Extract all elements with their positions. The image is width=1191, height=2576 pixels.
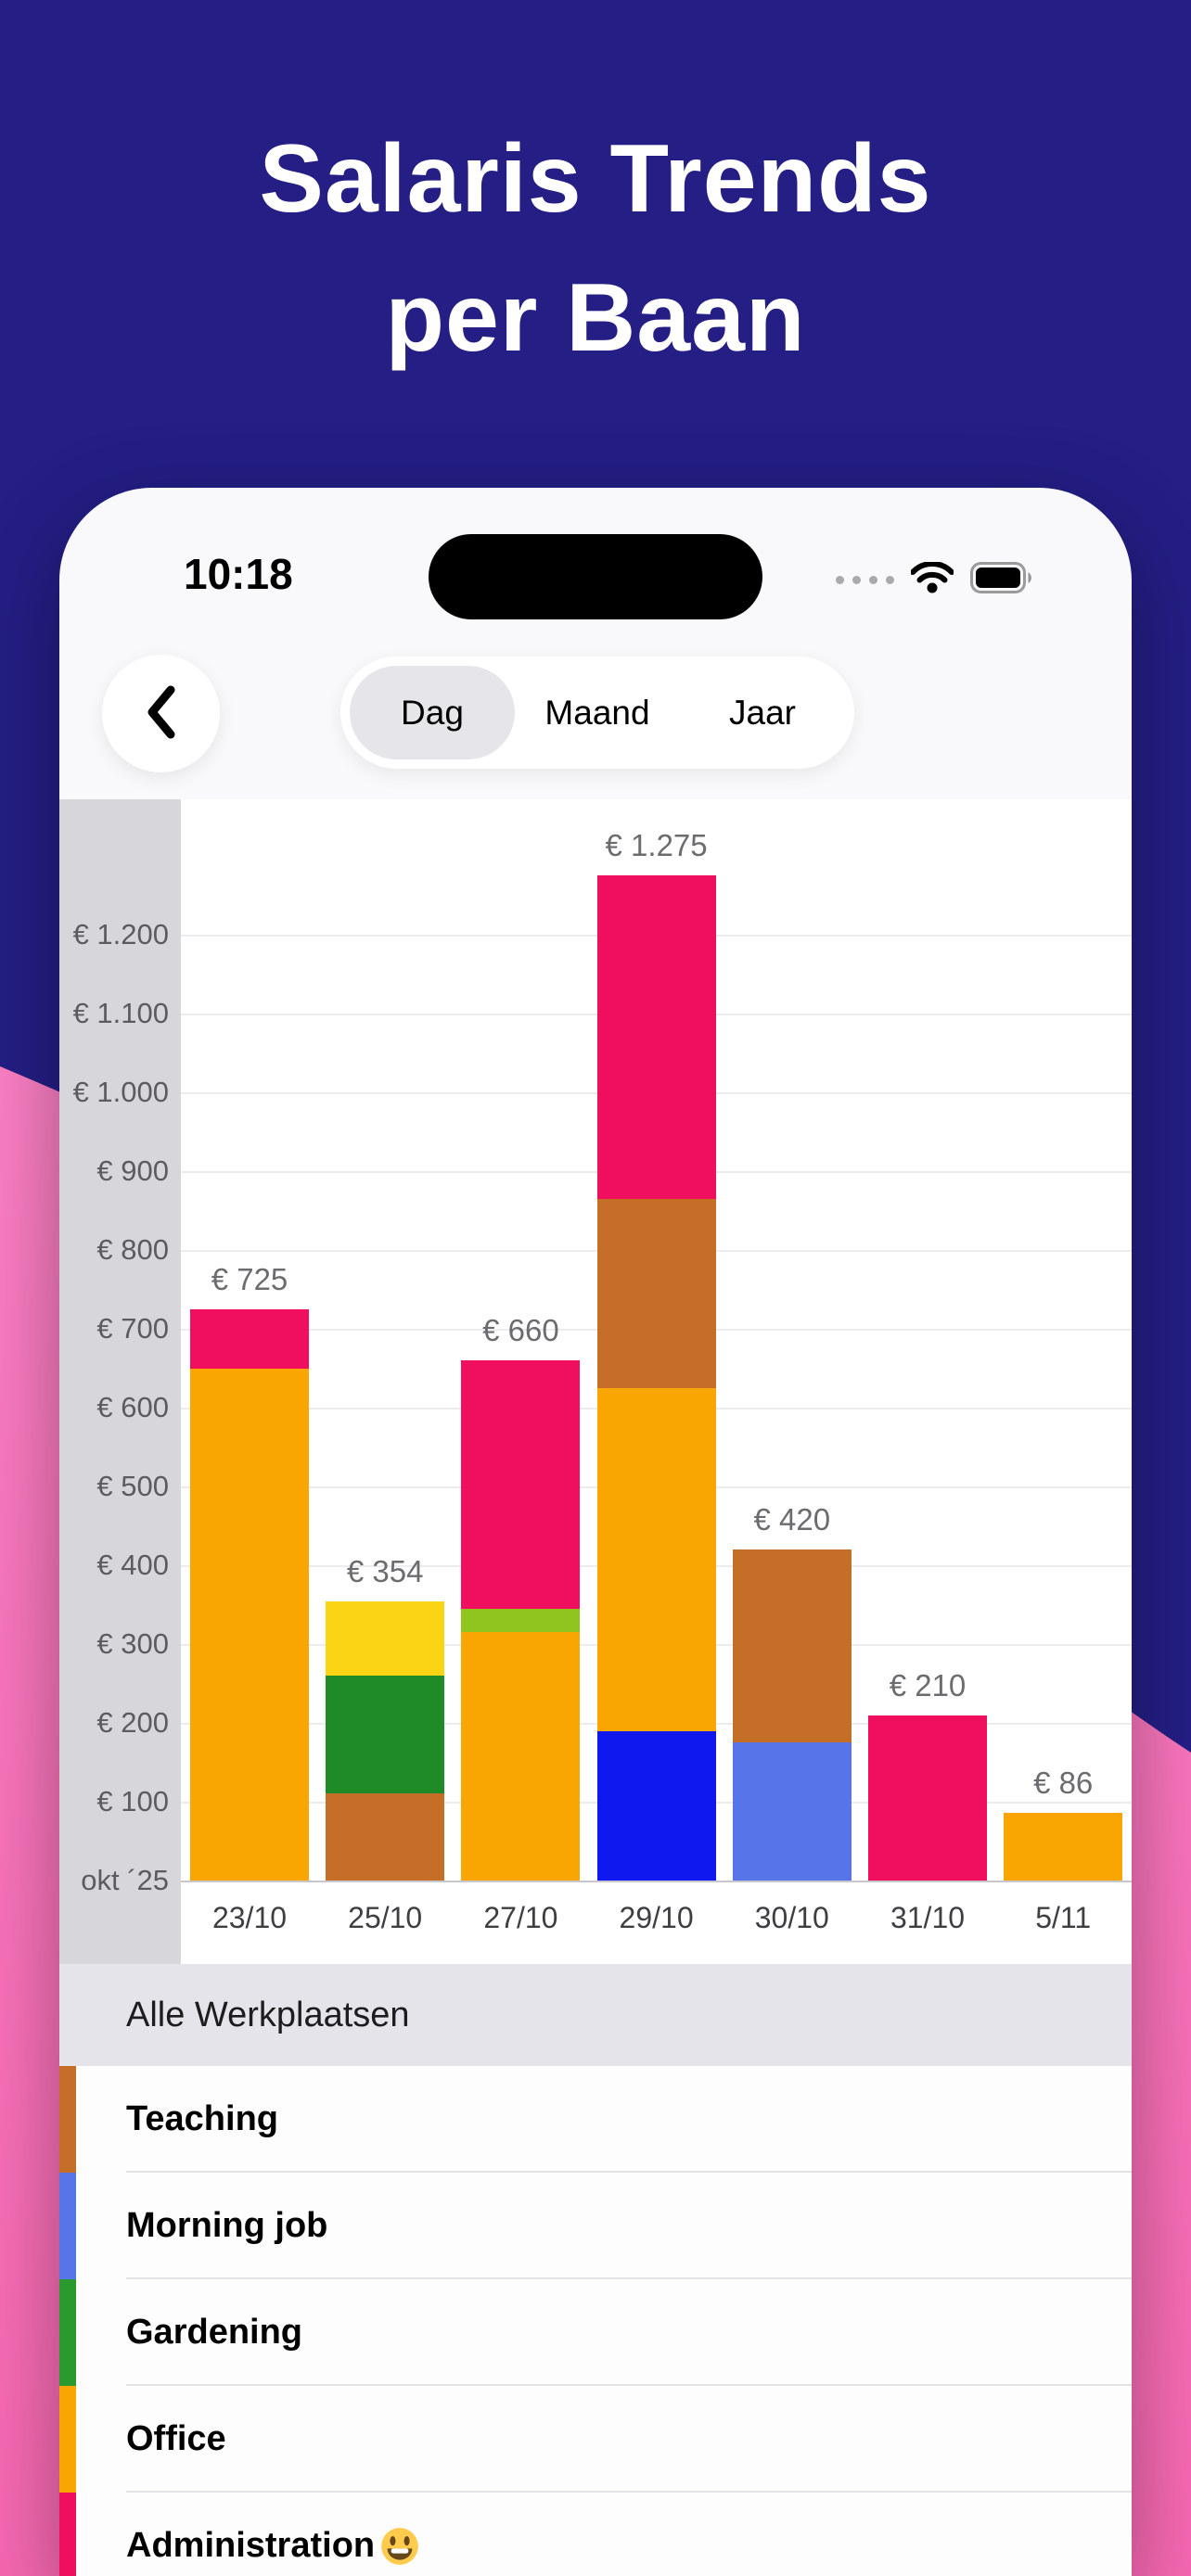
- legend-color-strip: [59, 2279, 76, 2386]
- bar[interactable]: [190, 1308, 309, 1881]
- segment-maand[interactable]: Maand: [515, 666, 680, 759]
- x-tick-label: 23/10: [211, 1901, 288, 1934]
- y-tick-label: € 800: [96, 1233, 169, 1266]
- bar-segment: [596, 1730, 716, 1881]
- status-time: 10:18: [184, 550, 293, 598]
- bar[interactable]: [326, 1601, 445, 1881]
- battery-icon: [970, 562, 1035, 598]
- legend-color-strip: [59, 2066, 76, 2173]
- y-axis-strip: [59, 799, 181, 1964]
- bar-segment: [326, 1601, 445, 1676]
- x-tick-label: 31/10: [890, 1901, 966, 1934]
- legend-item-label: Teaching: [126, 2099, 278, 2138]
- y-tick-label: € 1.200: [72, 918, 169, 950]
- bar-segment: [461, 1632, 581, 1881]
- bar-segment: [190, 1308, 309, 1369]
- legend-list: Teaching Morning job Gardening Office Admini…: [59, 2066, 1132, 2576]
- x-tick-label: 25/10: [348, 1901, 423, 1934]
- bar-segment: [596, 1198, 716, 1388]
- legend-color-strip: [59, 2493, 76, 2576]
- bar-segment: [1004, 1812, 1123, 1881]
- x-tick-label: 29/10: [619, 1901, 694, 1934]
- bar-segment: [596, 1387, 716, 1731]
- status-bar: 10:18: [59, 488, 1132, 666]
- legend-item-label: Administration: [126, 2526, 419, 2566]
- bar-value-label: € 660: [482, 1313, 559, 1347]
- chevron-left-icon: [143, 682, 180, 745]
- bar-segment: [732, 1742, 852, 1881]
- segment-jaar[interactable]: Jaar: [680, 666, 845, 759]
- legend-header: Alle Werkplaatsen: [59, 1964, 1132, 2066]
- bar-segment: [190, 1368, 309, 1881]
- axis-origin-label: okt ´25: [81, 1864, 169, 1896]
- y-tick-label: € 700: [96, 1312, 169, 1345]
- bar-segment: [868, 1715, 987, 1881]
- wifi-icon: [910, 561, 954, 598]
- status-icons: [836, 561, 1035, 598]
- segment-dag[interactable]: Dag: [350, 666, 515, 759]
- title-line-1: Salaris Trends: [259, 125, 932, 233]
- bar-value-label: € 210: [889, 1667, 967, 1702]
- legend-item-label: Office: [126, 2419, 226, 2458]
- cellular-dots-icon: [836, 576, 894, 584]
- x-tick-label: 27/10: [483, 1901, 558, 1934]
- bar-value-label: € 354: [346, 1554, 424, 1589]
- legend-color-strip: [59, 2386, 76, 2493]
- bar-value-label: € 725: [211, 1261, 288, 1296]
- bar-value-label: € 420: [753, 1502, 831, 1537]
- y-tick-label: € 300: [96, 1627, 169, 1660]
- segmented-control: Dag Maand Jaar: [340, 657, 854, 769]
- bar-segment: [326, 1793, 445, 1881]
- dynamic-island: [429, 534, 762, 619]
- bar[interactable]: [596, 875, 716, 1881]
- bar-segment: [461, 1608, 581, 1633]
- bar[interactable]: [868, 1715, 987, 1881]
- y-tick-label: € 1.100: [72, 997, 169, 1029]
- bar-segment: [596, 875, 716, 1199]
- legend-item-label: Morning job: [126, 2206, 328, 2245]
- legend-item[interactable]: Morning job: [59, 2173, 1132, 2279]
- y-tick-label: € 900: [96, 1154, 169, 1187]
- grinning-emoji-icon: [380, 2527, 419, 2566]
- x-tick-label: 30/10: [754, 1901, 829, 1934]
- bar[interactable]: [461, 1360, 581, 1881]
- marketing-title: Salaris Trends per Baan: [0, 109, 1191, 388]
- legend-item[interactable]: Administration: [59, 2493, 1132, 2576]
- back-button[interactable]: [102, 655, 220, 772]
- y-tick-label: € 400: [96, 1549, 169, 1581]
- bar-value-label: € 1.275: [605, 828, 708, 863]
- bar[interactable]: [732, 1549, 852, 1881]
- bar-segment: [732, 1549, 852, 1743]
- legend-item[interactable]: Teaching: [59, 2066, 1132, 2173]
- bar-value-label: € 86: [1033, 1765, 1094, 1800]
- title-line-2: per Baan: [385, 264, 806, 372]
- y-tick-label: € 100: [96, 1785, 169, 1817]
- y-tick-label: € 600: [96, 1391, 169, 1423]
- y-tick-label: € 1.000: [72, 1076, 169, 1108]
- legend-color-strip: [59, 2173, 76, 2279]
- x-axis-line: [181, 1881, 1132, 1882]
- legend-item[interactable]: Office: [59, 2386, 1132, 2493]
- phone-mockup: 10:18: [59, 488, 1132, 2576]
- legend-item-label: Gardening: [126, 2313, 303, 2352]
- y-tick-label: € 500: [96, 1470, 169, 1502]
- legend-header-label: Alle Werkplaatsen: [126, 1995, 410, 2034]
- y-tick-label: € 200: [96, 1706, 169, 1739]
- bar-segment: [461, 1360, 581, 1609]
- bar-chart: € 1.200 € 1.100 € 1.000 € 900 € 800 € 700 € 60…: [59, 799, 1132, 1964]
- x-tick-label: 5/11: [1035, 1901, 1092, 1934]
- legend-item[interactable]: Gardening: [59, 2279, 1132, 2386]
- bar-segment: [326, 1675, 445, 1794]
- bar[interactable]: [1004, 1812, 1123, 1881]
